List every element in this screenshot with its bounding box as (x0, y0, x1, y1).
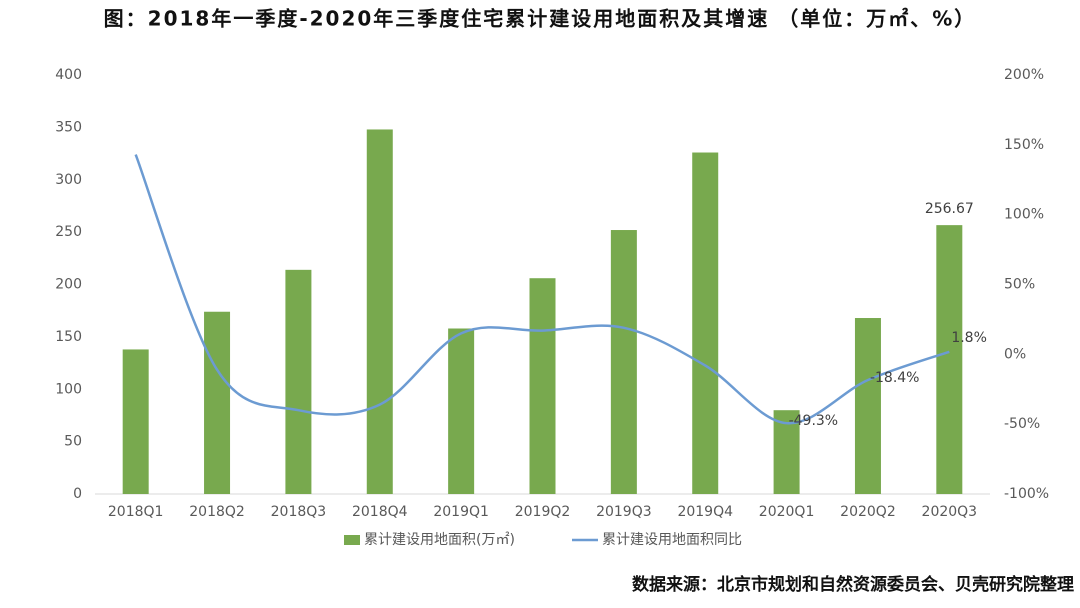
bar (692, 152, 719, 494)
bar (204, 311, 231, 494)
bar (448, 328, 475, 494)
y-tick-label: 400 (55, 67, 82, 83)
line (134, 154, 950, 425)
y-tick-label: 300 (55, 172, 82, 188)
x-tick-label: 2019Q1 (433, 504, 489, 520)
x-tick-label: 2018Q4 (352, 504, 408, 520)
y-tick-label: 100 (55, 381, 82, 397)
data-label: -49.3% (789, 413, 839, 429)
chart-title: 图：2018年一季度-2020年三季度住宅累计建设用地面积及其增速 （单位：万㎡… (104, 7, 977, 31)
bar (122, 349, 149, 494)
y-tick-label: 0 (73, 486, 82, 502)
x-tick-label: 2018Q2 (189, 504, 245, 520)
x-tick-label: 2018Q1 (108, 504, 164, 520)
legend-swatch (344, 535, 360, 545)
y-tick-label: 250 (55, 224, 82, 240)
y-tick-label: 150 (55, 329, 82, 345)
bar (854, 318, 881, 494)
bar (610, 230, 637, 494)
data-label: 256.67 (925, 201, 974, 217)
data-label: -18.4% (870, 370, 920, 386)
bar (285, 269, 312, 494)
x-tick-label: 2018Q3 (271, 504, 327, 520)
bar (529, 278, 556, 494)
y2-tick-label: 0% (1004, 346, 1026, 362)
y2-tick-label: -50% (1004, 416, 1040, 432)
bar (366, 129, 393, 494)
bar (936, 225, 963, 494)
legend-label: 累计建设用地面积同比 (602, 532, 742, 548)
y2-tick-label: -100% (1004, 486, 1049, 502)
y2-tick-label: 150% (1004, 137, 1044, 153)
source-note: 数据来源：北京市规划和自然资源委员会、贝壳研究院整理 (632, 574, 1074, 595)
x-tick-label: 2019Q2 (515, 504, 571, 520)
x-tick-label: 2020Q3 (922, 504, 978, 520)
data-label: 1.8% (951, 330, 987, 346)
y-tick-label: 350 (55, 119, 82, 135)
x-tick-label: 2020Q2 (840, 504, 896, 520)
x-tick-label: 2020Q1 (759, 504, 815, 520)
legend-label: 累计建设用地面积(万㎡) (364, 532, 515, 548)
y-tick-label: 200 (55, 277, 82, 293)
y2-tick-label: 200% (1004, 67, 1044, 83)
y2-tick-label: 100% (1004, 207, 1044, 223)
x-tick-label: 2019Q3 (596, 504, 652, 520)
y-tick-label: 50 (64, 434, 82, 450)
x-tick-label: 2019Q4 (677, 504, 733, 520)
y2-tick-label: 50% (1004, 277, 1035, 293)
